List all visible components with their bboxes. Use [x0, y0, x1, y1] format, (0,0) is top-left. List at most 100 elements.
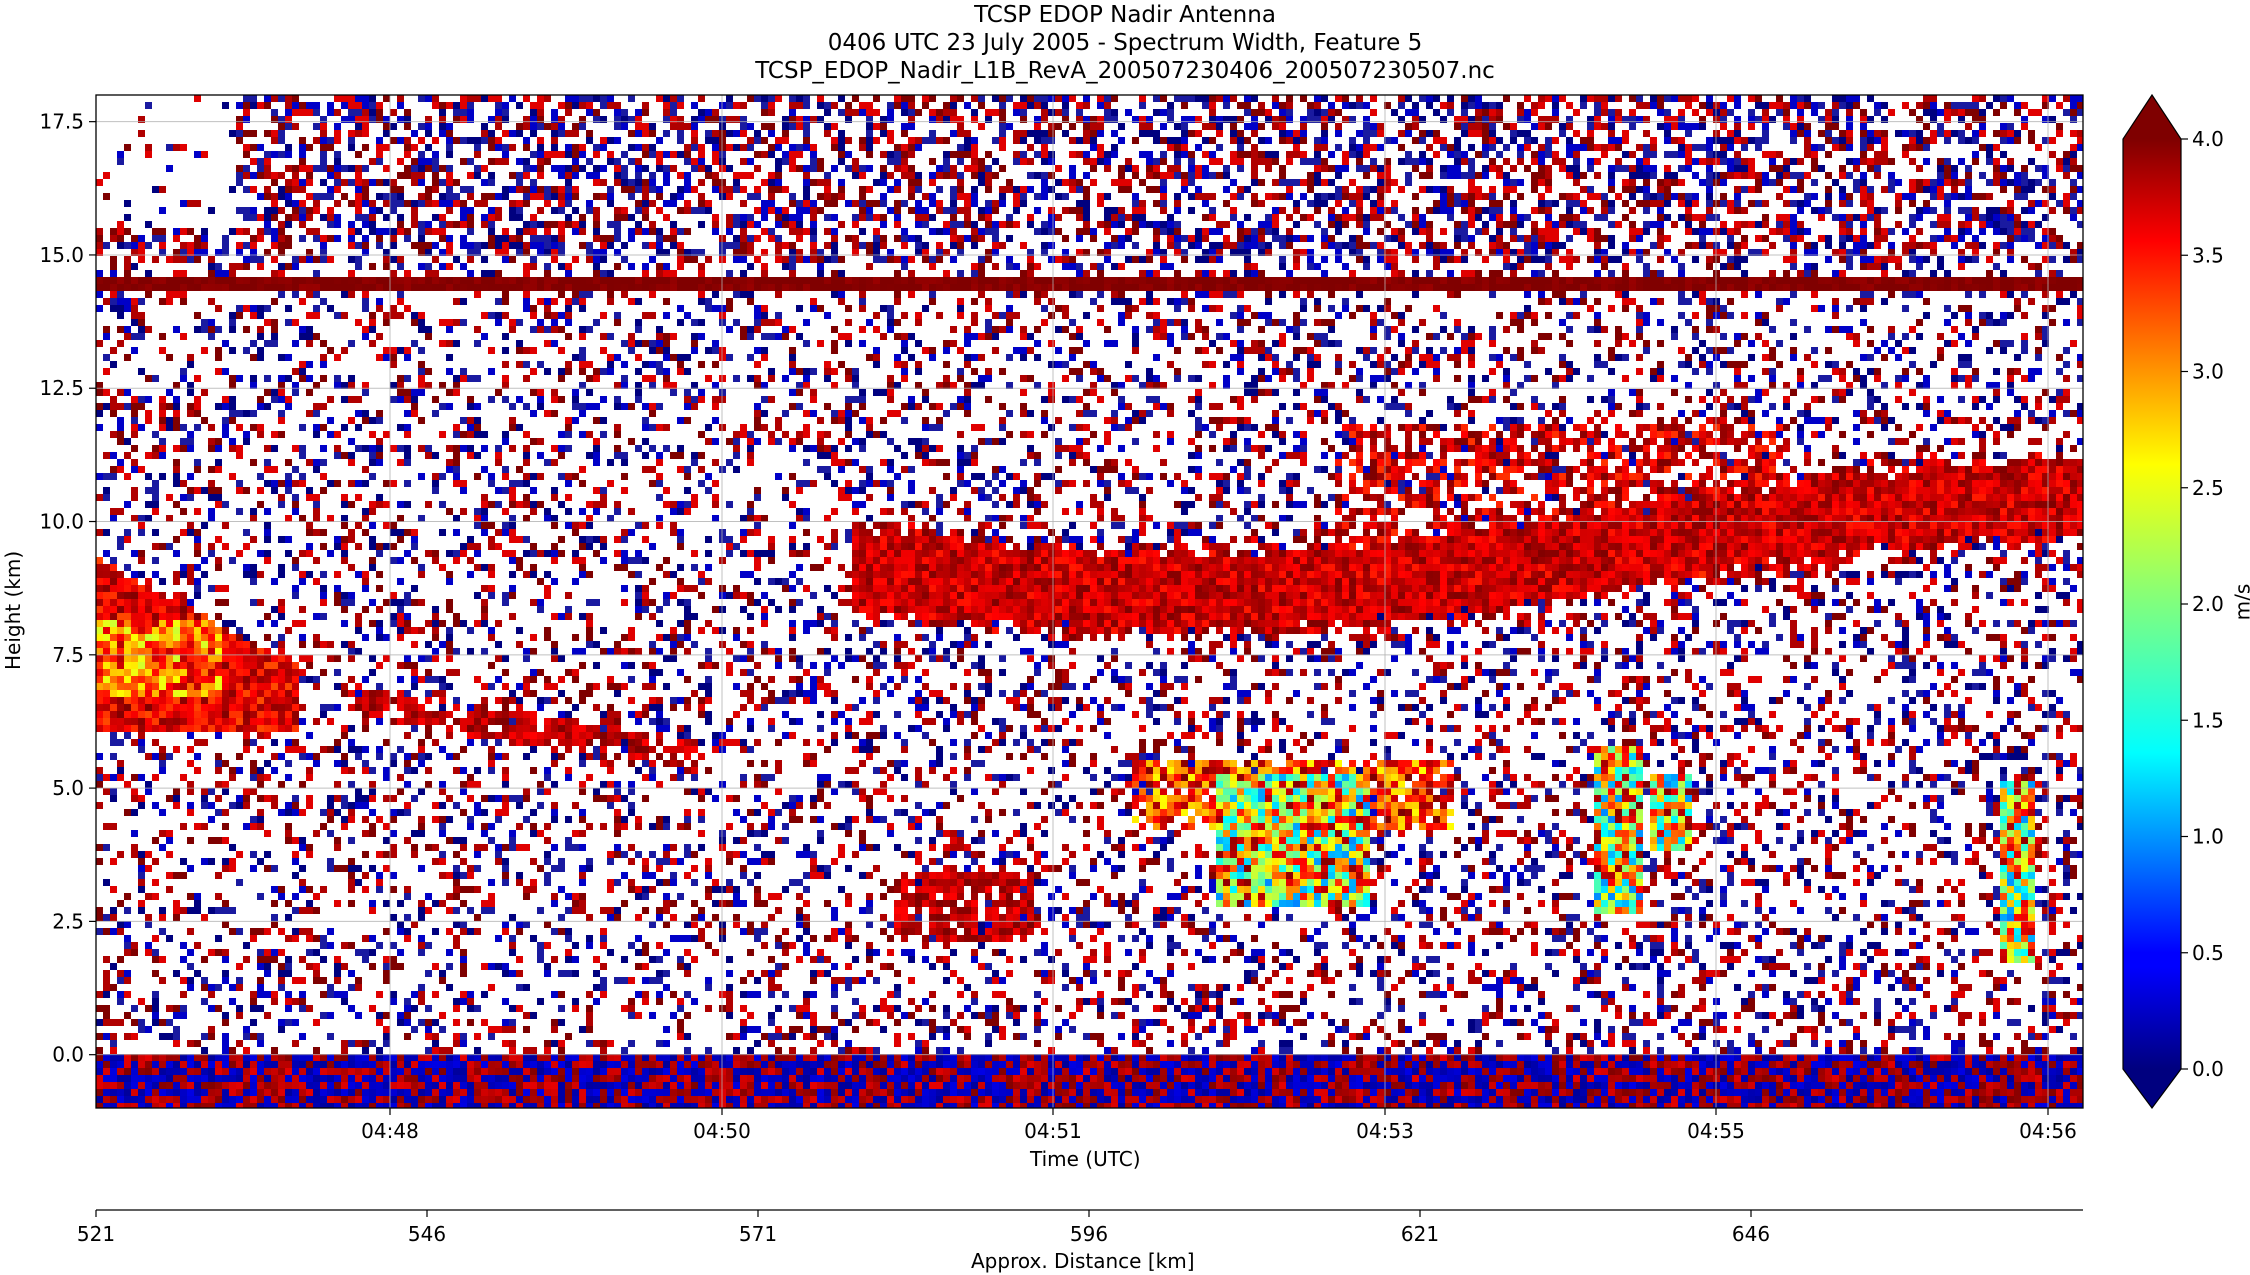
heatmap-cell	[1006, 277, 1013, 284]
heatmap-cell	[1636, 144, 1643, 151]
heatmap-cell	[1510, 312, 1517, 319]
heatmap-cell	[1755, 221, 1762, 228]
heatmap-cell	[1734, 256, 1741, 263]
heatmap-cell	[1986, 270, 1993, 277]
heatmap-cell	[621, 179, 628, 186]
heatmap-cell	[852, 95, 859, 102]
heatmap-cell	[467, 193, 474, 200]
heatmap-cell	[803, 144, 810, 151]
heatmap-cell	[1013, 277, 1020, 284]
heatmap-cell	[705, 200, 712, 207]
heatmap-cell	[1503, 144, 1510, 151]
heatmap-cell	[936, 312, 943, 319]
heatmap-cell	[411, 214, 418, 221]
heatmap-cell	[1720, 249, 1727, 256]
heatmap-cell	[1482, 165, 1489, 172]
heatmap-cell	[1335, 312, 1342, 319]
heatmap-cell	[362, 186, 369, 193]
heatmap-cell	[1559, 284, 1566, 291]
heatmap-cell	[1356, 284, 1363, 291]
heatmap-cell	[593, 214, 600, 221]
heatmap-cell	[1174, 165, 1181, 172]
heatmap-cell	[488, 312, 495, 319]
heatmap-cell	[1307, 109, 1314, 116]
heatmap-cell	[1958, 221, 1965, 228]
heatmap-cell	[1874, 109, 1881, 116]
heatmap-cell	[1433, 95, 1440, 102]
heatmap-cell	[593, 263, 600, 270]
heatmap-cell	[1811, 305, 1818, 312]
heatmap-cell	[1160, 326, 1167, 333]
heatmap-cell	[733, 179, 740, 186]
heatmap-cell	[2070, 193, 2077, 200]
heatmap-cell	[1524, 130, 1531, 137]
heatmap-cell	[936, 137, 943, 144]
heatmap-cell	[2035, 284, 2042, 291]
heatmap-cell	[1951, 130, 1958, 137]
heatmap-cell	[1657, 277, 1664, 284]
heatmap-cell	[1699, 102, 1706, 109]
heatmap-cell	[1496, 312, 1503, 319]
heatmap-cell	[376, 228, 383, 235]
heatmap-cell	[1790, 158, 1797, 165]
heatmap-cell	[425, 284, 432, 291]
heatmap-cell	[1594, 249, 1601, 256]
heatmap-cell	[1202, 256, 1209, 263]
heatmap-cell	[1944, 221, 1951, 228]
heatmap-cell	[481, 179, 488, 186]
heatmap-cell	[964, 102, 971, 109]
heatmap-cell	[348, 144, 355, 151]
heatmap-cell	[1650, 270, 1657, 277]
heatmap-cell	[229, 263, 236, 270]
heatmap-cell	[1034, 172, 1041, 179]
heatmap-cell	[1398, 186, 1405, 193]
heatmap-cell	[257, 144, 264, 151]
heatmap-cell	[1454, 116, 1461, 123]
heatmap-cell	[1510, 228, 1517, 235]
heatmap-cell	[1174, 242, 1181, 249]
heatmap-cell	[397, 137, 404, 144]
heatmap-cell	[1258, 158, 1265, 165]
heatmap-cell	[880, 200, 887, 207]
heatmap-cell	[1300, 298, 1307, 305]
heatmap-cell	[761, 319, 768, 326]
heatmap-cell	[565, 312, 572, 319]
heatmap-cell	[1272, 277, 1279, 284]
heatmap-cell	[376, 284, 383, 291]
heatmap-cell	[432, 270, 439, 277]
heatmap-cell	[1587, 130, 1594, 137]
heatmap-cell	[1384, 249, 1391, 256]
heatmap-cell	[2028, 228, 2035, 235]
heatmap-cell	[901, 151, 908, 158]
heatmap-cell	[1629, 165, 1636, 172]
heatmap-cell	[250, 214, 257, 221]
heatmap-cell	[1286, 186, 1293, 193]
heatmap-cell	[1118, 221, 1125, 228]
heatmap-cell	[733, 256, 740, 263]
heatmap-cell	[523, 242, 530, 249]
heatmap-cell	[306, 277, 313, 284]
heatmap-cell	[1608, 95, 1615, 102]
heatmap-cell	[460, 95, 467, 102]
heatmap-cell	[705, 284, 712, 291]
heatmap-cell	[1013, 151, 1020, 158]
heatmap-cell	[334, 172, 341, 179]
heatmap-cell	[2014, 130, 2021, 137]
heatmap-cell	[1552, 102, 1559, 109]
heatmap-cell	[600, 235, 607, 242]
heatmap-cell	[957, 270, 964, 277]
heatmap-cell	[558, 242, 565, 249]
heatmap-cell	[320, 284, 327, 291]
heatmap-cell	[467, 214, 474, 221]
heatmap-cell	[705, 298, 712, 305]
heatmap-cell	[474, 249, 481, 256]
heatmap-cell	[1993, 172, 2000, 179]
heatmap-cell	[1153, 130, 1160, 137]
heatmap-cell	[628, 277, 635, 284]
heatmap-cell	[2028, 263, 2035, 270]
heatmap-cell	[747, 172, 754, 179]
heatmap-cell	[2056, 298, 2063, 305]
heatmap-cell	[747, 144, 754, 151]
heatmap-cell	[145, 326, 152, 333]
heatmap-cell	[1454, 123, 1461, 130]
